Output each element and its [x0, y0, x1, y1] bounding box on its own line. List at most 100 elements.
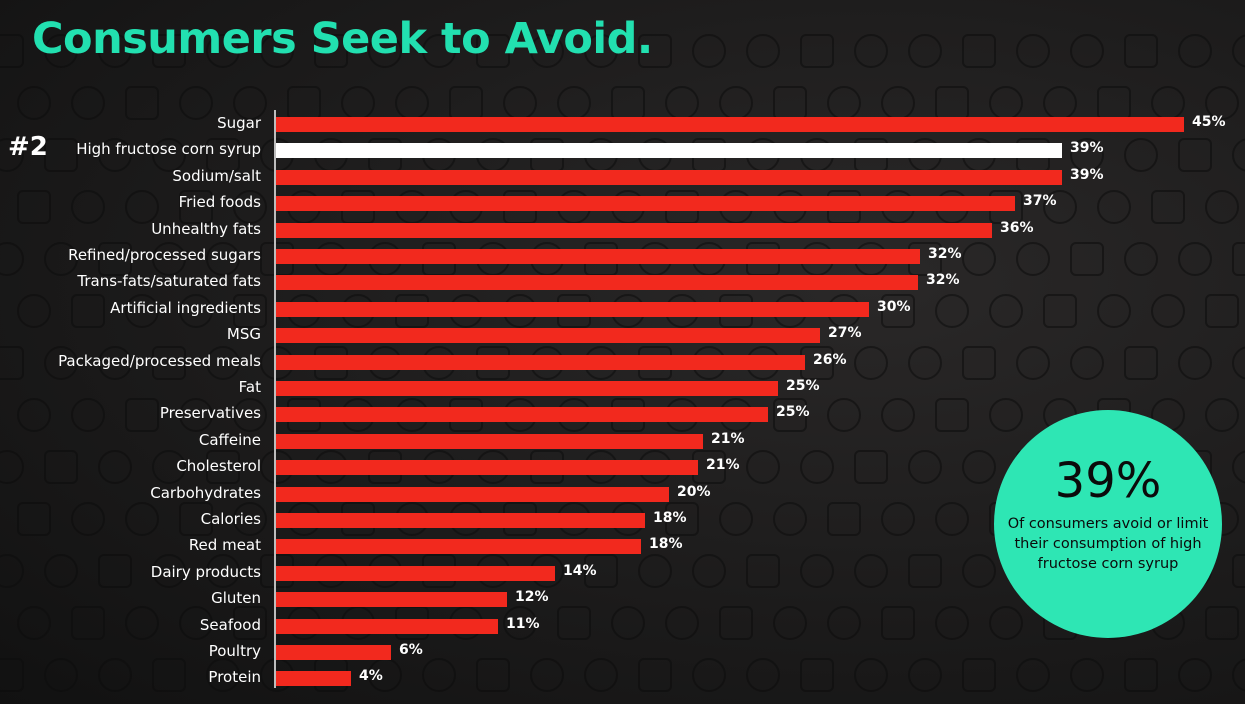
bar-row: Caffeine 21% [0, 428, 1245, 454]
bar-value-label: 32% [928, 246, 962, 262]
bar-row: Carbohydrates 20% [0, 481, 1245, 507]
bar-value-label: 14% [563, 562, 597, 579]
pattern-icon [1016, 34, 1050, 68]
bar-label: Protein [208, 668, 261, 687]
bar-row: Unhealthy fats 36% [0, 217, 1245, 243]
bar-value-label: 25% [786, 378, 820, 394]
bar-row: Refined/processed sugars 32% [0, 243, 1245, 269]
bar-label: Sugar [217, 114, 261, 132]
bar-label: Refined/processed sugars [68, 246, 261, 264]
bar-value-label: 21% [706, 457, 740, 474]
bar-value-label: 26% [813, 351, 847, 368]
pattern-icon [800, 34, 834, 68]
bar-label: Carbohydrates [150, 483, 261, 502]
bar-value-label: 39% [1070, 166, 1104, 183]
bar-row: Sugar 45% [0, 111, 1245, 137]
bar [276, 275, 918, 291]
bar-row: Fat 25% [0, 375, 1245, 401]
bar [276, 539, 641, 555]
bar [276, 645, 391, 660]
bar [276, 618, 498, 634]
bar-label: Cholesterol [176, 457, 261, 476]
bar-value-label: 27% [828, 325, 862, 342]
bar-label: MSG [226, 325, 261, 344]
callout-text: Of consumers avoid or limit their consum… [1007, 516, 1209, 572]
bar-row: Calories 18% [0, 507, 1245, 533]
bar-label: Seafood [199, 615, 261, 634]
bar [276, 328, 820, 344]
bar [276, 381, 778, 396]
bar [276, 169, 1062, 185]
bar-row: Dairy products 14% [0, 560, 1245, 586]
bar-value-label: 32% [926, 272, 960, 289]
pattern-icon [908, 34, 942, 68]
bar-label: Preservatives [159, 404, 261, 423]
bar-label: Packaged/processed meals [58, 351, 261, 370]
bar-row: Cholesterol 21% [0, 454, 1245, 480]
bar [276, 354, 805, 370]
bar-row: Trans-fats/saturated fats 32% [0, 269, 1245, 295]
bar [276, 249, 920, 264]
bar [276, 513, 645, 528]
bar-row: Protein 4% [0, 665, 1245, 691]
bar-label: Dairy products [150, 562, 261, 581]
bar [276, 222, 992, 238]
bar-value-label: 30% [877, 298, 911, 315]
rank-badge: #2 [8, 132, 48, 162]
bar-label: Caffeine [198, 430, 261, 449]
bar [276, 407, 768, 423]
bar [276, 117, 1184, 132]
bar-value-label: 18% [649, 536, 683, 553]
bar-row: Red meat 18% [0, 533, 1245, 559]
bar-row: MSG 27% [0, 322, 1245, 348]
bar-value-label: 21% [711, 430, 745, 447]
bar-label: Fat [238, 378, 261, 396]
bar-row: Preservatives 25% [0, 401, 1245, 427]
bar-row: Packaged/processed meals 26% [0, 349, 1245, 375]
bar-value-label: 37% [1023, 193, 1057, 210]
callout-value: 39% [1054, 453, 1162, 509]
bar [276, 592, 507, 608]
bar-row: Gluten 12% [0, 586, 1245, 612]
bar-row: Seafood 11% [0, 613, 1245, 639]
bar-value-label: 6% [399, 642, 423, 658]
bar-value-label: 20% [677, 483, 711, 500]
bar-label: Unhealthy fats [151, 219, 261, 238]
bar [276, 671, 351, 687]
bar-label: Artificial ingredients [110, 298, 261, 317]
bar-label: Gluten [211, 589, 261, 608]
bar-label: High fructose corn syrup [76, 140, 261, 159]
y-axis-line [274, 110, 276, 688]
pattern-icon [1070, 34, 1104, 68]
bar [276, 196, 1015, 212]
bar-label: Red meat [188, 536, 261, 555]
bar [276, 301, 869, 317]
pattern-icon [854, 34, 888, 68]
bar-row: High fructose corn syrup 39% [0, 137, 1245, 163]
page-title: Consumers Seek to Avoid. [32, 14, 653, 64]
bar-row: Sodium/salt 39% [0, 164, 1245, 190]
pattern-icon [962, 34, 996, 68]
pattern-icon [692, 34, 726, 68]
bar-label: Trans-fats/saturated fats [77, 272, 261, 291]
pattern-icon [1178, 34, 1212, 68]
bar-row: Poultry 6% [0, 639, 1245, 665]
bar-value-label: 45% [1192, 114, 1226, 130]
bar-value-label: 12% [515, 589, 549, 606]
bar [276, 565, 555, 581]
bar-value-label: 18% [653, 510, 687, 526]
bar [276, 433, 703, 449]
highlighted-bar [276, 143, 1062, 159]
pattern-icon [1124, 34, 1158, 68]
bar-row: Artificial ingredients 30% [0, 296, 1245, 322]
bar-row: Fried foods 37% [0, 190, 1245, 216]
bar-label: Poultry [208, 642, 261, 660]
bar-label: Fried foods [178, 193, 261, 212]
bar-value-label: 4% [359, 668, 383, 685]
pattern-icon [0, 34, 24, 68]
bar-value-label: 25% [776, 404, 810, 421]
bar [276, 486, 669, 502]
bar [276, 460, 698, 476]
pattern-icon [1232, 34, 1245, 68]
pattern-icon [746, 34, 780, 68]
